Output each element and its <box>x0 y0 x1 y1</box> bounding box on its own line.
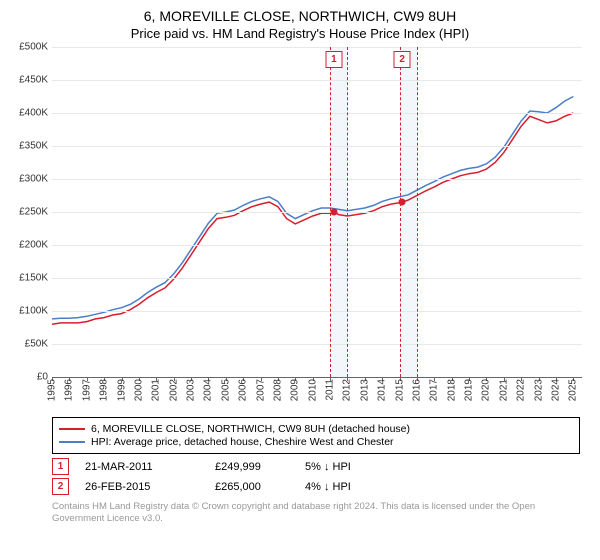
legend-item: HPI: Average price, detached house, Ches… <box>59 436 573 448</box>
x-tick-label: 2020 <box>481 379 492 401</box>
gridline <box>52 278 582 279</box>
y-tick-label: £0 <box>10 372 48 383</box>
x-tick-label: 1996 <box>64 379 75 401</box>
attribution-text: Contains HM Land Registry data © Crown c… <box>52 501 580 525</box>
x-tick-label: 2003 <box>186 379 197 401</box>
x-tick-label: 2010 <box>307 379 318 401</box>
x-tick-label: 2001 <box>151 379 162 401</box>
gridline <box>52 80 582 81</box>
x-tick-label: 2000 <box>133 379 144 401</box>
sales-table: 1 21-MAR-2011£249,9995% ↓ HPI 2 26-FEB-2015… <box>10 458 590 495</box>
sale-point <box>399 199 406 206</box>
y-tick-label: £500K <box>10 42 48 53</box>
x-axis-labels: 1995199619971998199920002001200220032004… <box>52 377 582 411</box>
marker-label: 2 <box>394 51 411 68</box>
gridline <box>52 146 582 147</box>
x-tick-label: 1997 <box>81 379 92 401</box>
y-tick-label: £200K <box>10 240 48 251</box>
marker-label: 1 <box>325 51 342 68</box>
x-tick-label: 2002 <box>168 379 179 401</box>
series-property <box>52 113 573 324</box>
x-tick-label: 2015 <box>394 379 405 401</box>
y-tick-label: £300K <box>10 174 48 185</box>
x-tick-label: 2004 <box>203 379 214 401</box>
x-tick-label: 2024 <box>550 379 561 401</box>
sale-date: 26-FEB-2015 <box>85 481 215 493</box>
legend-label: 6, MOREVILLE CLOSE, NORTHWICH, CW9 8UH (… <box>91 423 410 435</box>
x-tick-label: 2014 <box>377 379 388 401</box>
x-tick-label: 2018 <box>446 379 457 401</box>
sale-point <box>330 209 337 216</box>
legend: 6, MOREVILLE CLOSE, NORTHWICH, CW9 8UH (… <box>52 417 580 454</box>
y-tick-label: £450K <box>10 75 48 86</box>
y-tick-label: £100K <box>10 306 48 317</box>
x-tick-label: 2011 <box>325 379 336 401</box>
plot-inner: £0£50K£100K£150K£200K£250K£300K£350K£400… <box>52 47 582 377</box>
legend-label: HPI: Average price, detached house, Ches… <box>91 436 394 448</box>
sale-row: 1 21-MAR-2011£249,9995% ↓ HPI <box>52 458 580 475</box>
gridline <box>52 113 582 114</box>
x-tick-label: 2023 <box>533 379 544 401</box>
gridline <box>52 179 582 180</box>
sale-delta: 4% ↓ HPI <box>305 481 385 493</box>
y-tick-label: £150K <box>10 273 48 284</box>
x-tick-label: 1998 <box>99 379 110 401</box>
sale-delta: 5% ↓ HPI <box>305 461 385 473</box>
gridline <box>52 245 582 246</box>
sale-price: £265,000 <box>215 481 305 493</box>
x-tick-label: 2016 <box>411 379 422 401</box>
x-tick-label: 2012 <box>342 379 353 401</box>
sale-row: 2 26-FEB-2015£265,0004% ↓ HPI <box>52 478 580 495</box>
x-tick-label: 2019 <box>464 379 475 401</box>
x-tick-label: 2008 <box>272 379 283 401</box>
legend-item: 6, MOREVILLE CLOSE, NORTHWICH, CW9 8UH (… <box>59 423 573 435</box>
marker-dashed-line <box>347 47 348 377</box>
x-tick-label: 2009 <box>290 379 301 401</box>
y-tick-label: £350K <box>10 141 48 152</box>
x-tick-label: 1999 <box>116 379 127 401</box>
x-tick-label: 2017 <box>429 379 440 401</box>
x-tick-label: 2025 <box>568 379 579 401</box>
series-hpi <box>52 97 573 319</box>
gridline <box>52 47 582 48</box>
sale-marker: 1 <box>52 458 69 475</box>
gridline <box>52 212 582 213</box>
x-tick-label: 2021 <box>498 379 509 401</box>
gridline <box>52 311 582 312</box>
x-tick-label: 2007 <box>255 379 266 401</box>
chart-title: 6, MOREVILLE CLOSE, NORTHWICH, CW9 8UH <box>10 8 590 24</box>
x-tick-label: 2022 <box>516 379 527 401</box>
plot-area: £0£50K£100K£150K£200K£250K£300K£350K£400… <box>52 47 582 377</box>
y-tick-label: £50K <box>10 339 48 350</box>
y-tick-label: £250K <box>10 207 48 218</box>
chart-subtitle: Price paid vs. HM Land Registry's House … <box>10 26 590 41</box>
sale-date: 21-MAR-2011 <box>85 461 215 473</box>
x-tick-label: 1995 <box>47 379 58 401</box>
marker-dashed-line <box>400 47 401 377</box>
x-tick-label: 2006 <box>238 379 249 401</box>
sale-price: £249,999 <box>215 461 305 473</box>
legend-swatch <box>59 428 85 430</box>
chart-container: 6, MOREVILLE CLOSE, NORTHWICH, CW9 8UH P… <box>0 0 600 533</box>
legend-swatch <box>59 441 85 443</box>
y-tick-label: £400K <box>10 108 48 119</box>
marker-dashed-line <box>417 47 418 377</box>
x-tick-label: 2013 <box>359 379 370 401</box>
gridline <box>52 344 582 345</box>
x-tick-label: 2005 <box>220 379 231 401</box>
sale-marker: 2 <box>52 478 69 495</box>
